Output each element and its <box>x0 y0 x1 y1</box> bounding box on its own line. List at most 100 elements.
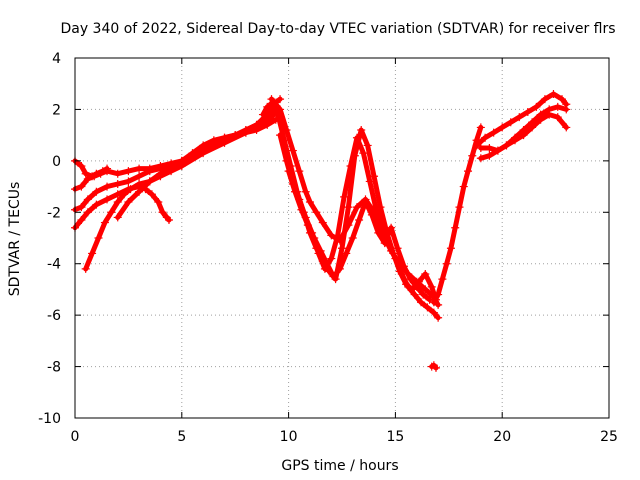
series-track-1 <box>71 108 278 194</box>
series-track-12 <box>472 90 571 150</box>
data-point <box>113 198 122 206</box>
data-point <box>391 254 400 263</box>
data-point <box>511 133 520 142</box>
x-tick-label: 25 <box>600 429 618 445</box>
data-series <box>71 90 571 372</box>
x-tick-label: 20 <box>493 429 511 445</box>
data-point <box>342 249 351 258</box>
data-point <box>346 162 355 170</box>
data-point <box>113 180 122 188</box>
data-point <box>414 277 423 286</box>
data-point <box>124 198 133 206</box>
data-point <box>88 172 97 181</box>
data-point <box>380 239 389 248</box>
data-point <box>107 208 116 217</box>
y-tick-label: 4 <box>52 51 61 67</box>
data-point <box>344 203 353 212</box>
data-point <box>540 95 549 104</box>
data-point <box>393 244 402 253</box>
data-point <box>476 123 485 132</box>
data-point <box>423 303 432 312</box>
data-point <box>421 270 430 278</box>
data-point <box>442 259 451 268</box>
series-track-8 <box>267 95 440 304</box>
data-point <box>103 182 112 191</box>
data-point <box>145 167 154 176</box>
data-point <box>124 177 133 186</box>
data-point <box>323 259 332 268</box>
data-point <box>267 95 276 104</box>
data-point <box>291 187 300 196</box>
data-point <box>431 363 440 372</box>
data-point <box>523 108 532 116</box>
data-point <box>536 110 545 119</box>
data-point <box>451 223 460 232</box>
series-track-11 <box>429 123 485 307</box>
data-point <box>83 208 92 217</box>
data-point <box>81 169 90 178</box>
data-point <box>158 208 167 217</box>
data-point <box>417 298 426 307</box>
data-point <box>327 254 336 263</box>
data-point <box>77 182 86 191</box>
data-point <box>310 234 319 242</box>
data-point <box>340 192 349 201</box>
y-axis-label: SDTVAR / TECUs <box>7 182 23 297</box>
data-point <box>113 213 122 222</box>
data-point <box>83 195 92 204</box>
data-point <box>493 146 502 155</box>
data-point <box>406 275 415 284</box>
ticks: 0 5 10 15 20 25 -10 -8 -6 -4 -2 0 2 4 <box>38 51 618 445</box>
data-point <box>434 313 443 322</box>
x-tick-label: 15 <box>386 429 404 445</box>
data-point <box>77 162 86 170</box>
x-tick-label: 10 <box>280 429 298 445</box>
x-tick-label: 0 <box>71 429 80 445</box>
data-point <box>498 123 507 132</box>
data-point <box>167 164 176 173</box>
data-point <box>372 205 381 214</box>
series-track-3 <box>71 156 112 181</box>
y-tick-label: 2 <box>52 102 61 118</box>
data-point <box>145 177 154 186</box>
data-point <box>135 180 144 188</box>
data-point <box>553 113 562 122</box>
data-point <box>455 203 464 212</box>
data-point <box>352 203 361 212</box>
data-point <box>81 264 90 273</box>
data-point <box>333 231 342 240</box>
data-point <box>476 144 485 152</box>
data-point <box>485 144 494 152</box>
series-trace <box>115 96 283 220</box>
data-point <box>367 210 376 219</box>
data-point <box>427 282 436 291</box>
data-point <box>468 151 477 160</box>
data-point <box>363 141 372 150</box>
y-tick-label: -4 <box>47 257 61 273</box>
data-point <box>98 167 107 176</box>
data-point <box>425 295 434 304</box>
y-tick-label: 0 <box>52 154 61 170</box>
data-point <box>297 205 306 214</box>
data-point <box>464 167 473 176</box>
y-tick-label: -10 <box>38 411 61 427</box>
data-point <box>355 216 364 224</box>
data-point <box>434 290 443 299</box>
data-point <box>263 118 272 127</box>
data-point <box>359 149 368 158</box>
data-point <box>135 172 144 181</box>
data-point <box>316 246 325 255</box>
data-point <box>481 133 490 142</box>
data-point <box>412 282 421 291</box>
data-point <box>103 164 112 173</box>
series-trace <box>431 124 484 305</box>
data-point <box>335 264 344 273</box>
data-point <box>92 200 101 209</box>
data-point <box>124 167 133 176</box>
data-point <box>506 118 515 127</box>
series-trace <box>474 91 569 148</box>
data-point <box>374 228 383 237</box>
data-point <box>92 187 101 196</box>
data-point <box>301 187 310 196</box>
